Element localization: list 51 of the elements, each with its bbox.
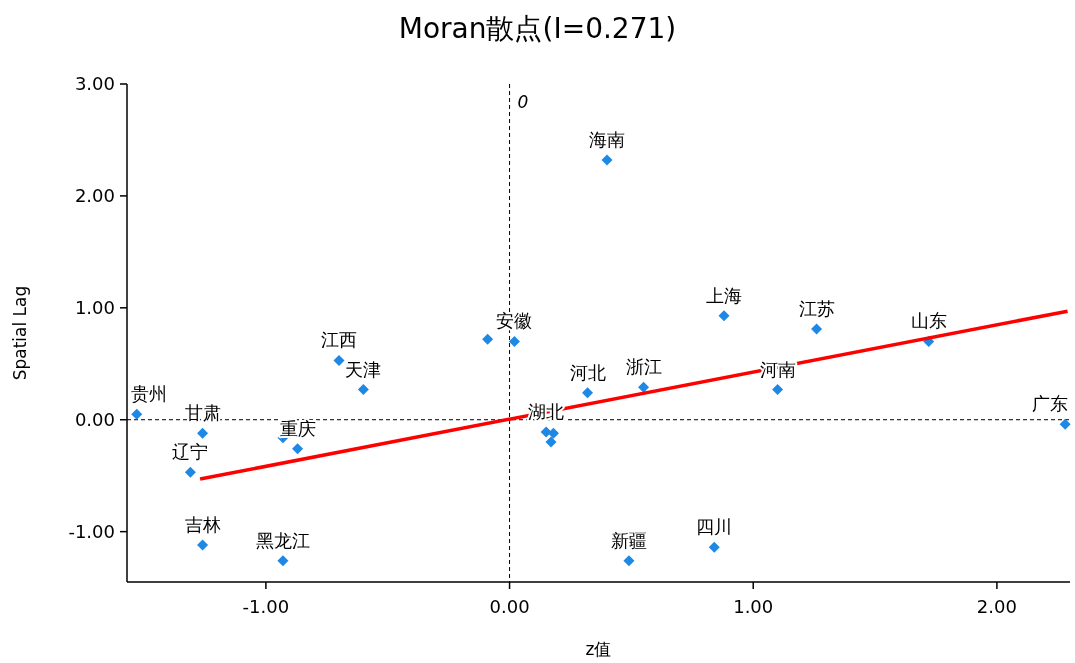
annotation: 贵州 (131, 383, 167, 405)
point (292, 443, 304, 455)
point (357, 384, 369, 396)
point (718, 310, 730, 322)
point (197, 427, 209, 439)
point (638, 381, 650, 393)
y-tick-label: 2.00 (74, 184, 115, 206)
point (184, 466, 196, 478)
annotation: 浙江 (625, 356, 662, 378)
y-tick-label: 0.00 (74, 408, 115, 430)
annotation: 四川 (696, 516, 733, 538)
point (601, 154, 613, 166)
point (1059, 418, 1071, 430)
x-tick-label: -1.00 (242, 596, 290, 617)
y-tick-label: -1.00 (68, 520, 115, 542)
point (708, 541, 720, 553)
annotation: 吉林 (184, 514, 221, 536)
point (811, 323, 823, 335)
ref-line-label: 0 (517, 92, 529, 112)
annotation: 安徽 (496, 310, 533, 332)
point (333, 354, 345, 366)
annotation: 广东 (1032, 393, 1068, 415)
annotation: 甘肃 (184, 402, 221, 424)
x-tick-label: 0.00 (489, 596, 530, 617)
y-tick-label: 1.00 (74, 296, 115, 318)
y-axis-title: Spatial Lag (10, 285, 30, 381)
y-tick-label: 3.00 (74, 73, 115, 94)
annotation: 河北 (569, 361, 606, 383)
point (131, 408, 143, 420)
point (545, 436, 557, 448)
chart-title: Moran散点(I=0.271) (398, 12, 677, 45)
x-tick-label: 1.00 (733, 596, 774, 617)
annotation: 黑龙江 (255, 529, 310, 551)
annotation: 新疆 (610, 529, 647, 551)
point (277, 555, 289, 567)
point (482, 333, 494, 345)
annotation: 天津 (345, 358, 382, 380)
annotation: 江西 (320, 329, 357, 351)
x-axis-title: z值 (585, 639, 612, 659)
annotation: 海南 (589, 129, 626, 151)
annotation: 上海 (705, 284, 742, 306)
point (623, 555, 635, 567)
annotation: 辽宁 (172, 441, 209, 463)
annotation: 山东 (910, 310, 947, 332)
point (197, 539, 209, 551)
x-tick-label: 2.00 (976, 596, 1017, 617)
annotation: 江苏 (798, 298, 835, 320)
point (582, 387, 594, 399)
point (772, 384, 784, 396)
point (508, 335, 520, 347)
annotation: 重庆 (279, 417, 316, 439)
